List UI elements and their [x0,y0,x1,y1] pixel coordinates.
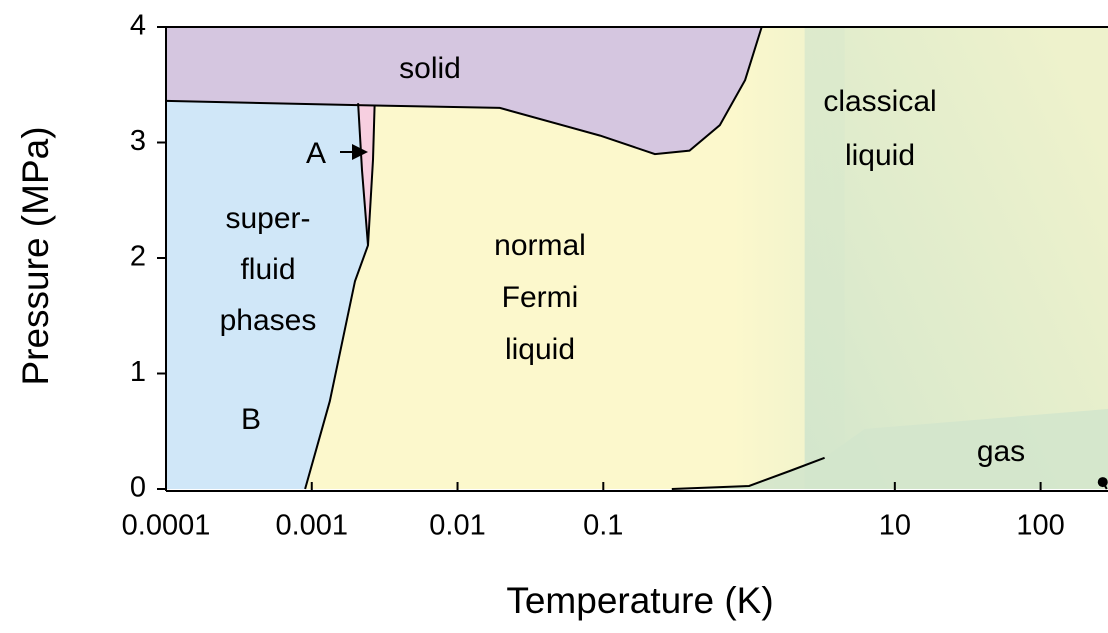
solid-region [166,27,762,155]
superfluid-region [166,100,375,490]
gas-fade [804,27,1108,489]
phase-boundary [671,456,825,490]
region-label: A [306,137,326,170]
x-tick-label: 100 [1016,510,1064,542]
phase-boundary [304,105,376,490]
y-tick-label: 1 [130,356,146,388]
gas-region [671,409,1108,489]
region-label: super- [225,202,310,235]
x-tick-label: 0.01 [429,510,485,542]
region-label: solid [399,52,461,85]
region-label: liquid [845,139,915,172]
y-tick-label: 3 [130,125,146,157]
region-label: gas [977,435,1025,468]
y-tick-label: 2 [130,241,146,273]
region-label: B [241,403,261,436]
region-label: fluid [240,253,295,286]
y-tick-label: 0 [130,472,146,504]
region-label: classical [823,85,936,118]
region-label: phases [220,304,317,337]
x-axis-label: Temperature (K) [506,580,773,621]
a-phase-region [358,103,375,246]
phase-boundary [357,103,369,246]
y-axis-label: Pressure (MPa) [15,126,56,385]
x-tick-label: 10 [879,510,911,542]
x-tick-label: 0.0001 [122,510,211,542]
x-tick-label: 0.001 [275,510,348,542]
phase-boundary [165,26,763,156]
region-label: Fermi [502,281,579,314]
x-tick-label: 0.1 [583,510,623,542]
region-label: liquid [505,333,575,366]
region-label: normal [494,229,586,262]
point [1097,477,1108,488]
y-tick-label: 4 [130,10,146,42]
